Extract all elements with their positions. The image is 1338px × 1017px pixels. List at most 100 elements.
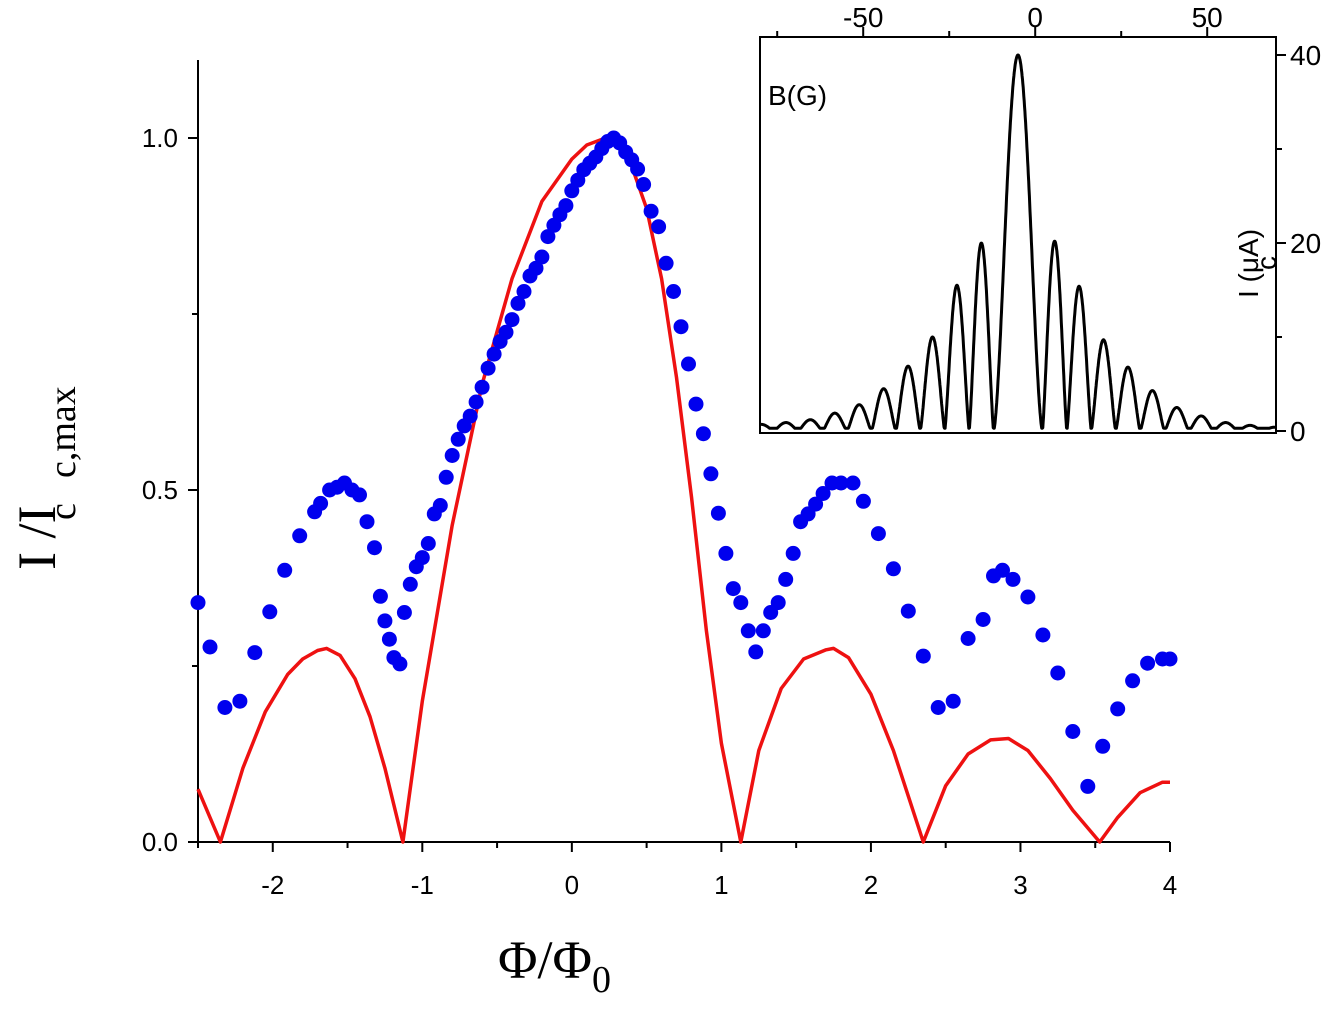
x-tick-label: 4 (1163, 870, 1177, 900)
inset-y-tick-label: 20 (1290, 228, 1321, 259)
data-point (217, 700, 233, 715)
data-point (681, 356, 696, 372)
data-point (636, 177, 652, 192)
data-point (658, 255, 674, 271)
measured-series (190, 130, 1178, 794)
x-tick-label: -1 (411, 870, 434, 900)
data-point (510, 295, 526, 311)
inset-tick-labels: -50 0 50 0 20 40 (843, 2, 1321, 447)
data-point (1035, 627, 1051, 643)
y-tick-label: 0.5 (142, 475, 178, 505)
x-axis-title: Φ/Φ0 (498, 930, 611, 1001)
x-tick-label: 1 (714, 870, 728, 900)
data-point (474, 379, 490, 395)
data-point (392, 656, 408, 672)
data-point (870, 526, 886, 542)
data-point (740, 623, 756, 639)
data-point (277, 562, 293, 578)
inset-frame-rect (759, 36, 1277, 434)
y-tick-label: 0.0 (142, 827, 178, 857)
data-point (504, 312, 520, 328)
data-point (733, 595, 749, 611)
main-ticks (188, 137, 1171, 852)
data-point (975, 612, 991, 627)
inset-background (758, 37, 1276, 433)
data-point (450, 431, 466, 447)
inset-y-tick-label: 40 (1290, 40, 1321, 71)
data-point (1095, 738, 1111, 754)
inset-x-tick-label: -50 (843, 2, 883, 33)
fit-line (196, 136, 1170, 844)
y-axis-title: I /I (7, 506, 67, 570)
data-point (785, 545, 801, 561)
data-point (372, 588, 388, 604)
data-point (673, 319, 689, 335)
data-point (710, 505, 726, 521)
data-point (808, 496, 824, 512)
data-point (486, 346, 502, 362)
data-point (1080, 778, 1096, 794)
data-point (359, 514, 375, 530)
data-point (718, 545, 734, 561)
x-tick-label: 2 (864, 870, 878, 900)
data-point (498, 324, 514, 340)
data-point (247, 645, 263, 661)
data-point (960, 631, 976, 646)
inset-x-tick-label: 50 (1192, 2, 1223, 33)
inset-y-axis-title-sub: c (1251, 256, 1282, 270)
data-point (855, 493, 871, 509)
data-point (292, 528, 308, 544)
inset-series (758, 53, 1278, 430)
y-axis-title-sub-c: c (42, 503, 84, 520)
y-axis-title-sub-cmax: c,max (42, 386, 84, 478)
data-point (915, 648, 931, 664)
data-point (845, 475, 861, 491)
data-point (558, 198, 574, 214)
data-point (1140, 655, 1156, 671)
fit-series (196, 136, 1170, 844)
data-point (381, 631, 397, 647)
data-point (945, 693, 961, 709)
data-point (688, 396, 704, 412)
main-axes-frame (197, 60, 1170, 843)
data-point (815, 486, 831, 501)
data-point (666, 284, 681, 299)
x-tick-label: 0 (565, 870, 579, 900)
data-point (778, 571, 794, 587)
data-point (833, 475, 849, 491)
data-point (262, 604, 278, 620)
data-point (1065, 724, 1081, 739)
data-point (725, 581, 741, 597)
data-point (630, 161, 646, 177)
data-point (438, 469, 454, 485)
data-point (755, 623, 771, 639)
x-tick-label: -2 (261, 870, 284, 900)
data-point (444, 448, 460, 463)
data-point (367, 540, 382, 556)
y-tick-label: 1.0 (142, 123, 178, 153)
data-point (528, 260, 544, 276)
data-point (468, 394, 484, 410)
data-point (480, 360, 496, 376)
inset-y-axis-title: I (μA) (1233, 229, 1264, 298)
data-point (1162, 651, 1178, 667)
data-point (190, 595, 206, 611)
inset-ticks (776, 27, 1286, 432)
data-point (1110, 701, 1126, 717)
data-point (516, 284, 532, 299)
data-point (1005, 571, 1021, 587)
data-point (770, 595, 786, 611)
data-point (202, 639, 218, 655)
data-point (748, 644, 764, 660)
data-point (1050, 665, 1066, 681)
data-point (377, 613, 393, 629)
main-tick-labels: -2 -1 0 1 2 3 4 0.0 0.5 1.0 (142, 123, 1177, 900)
data-point (885, 561, 901, 577)
data-point (703, 466, 719, 482)
data-point (352, 487, 367, 503)
data-point (995, 562, 1010, 578)
data-point (232, 693, 248, 709)
data-point (402, 576, 418, 592)
data-point (462, 408, 478, 424)
